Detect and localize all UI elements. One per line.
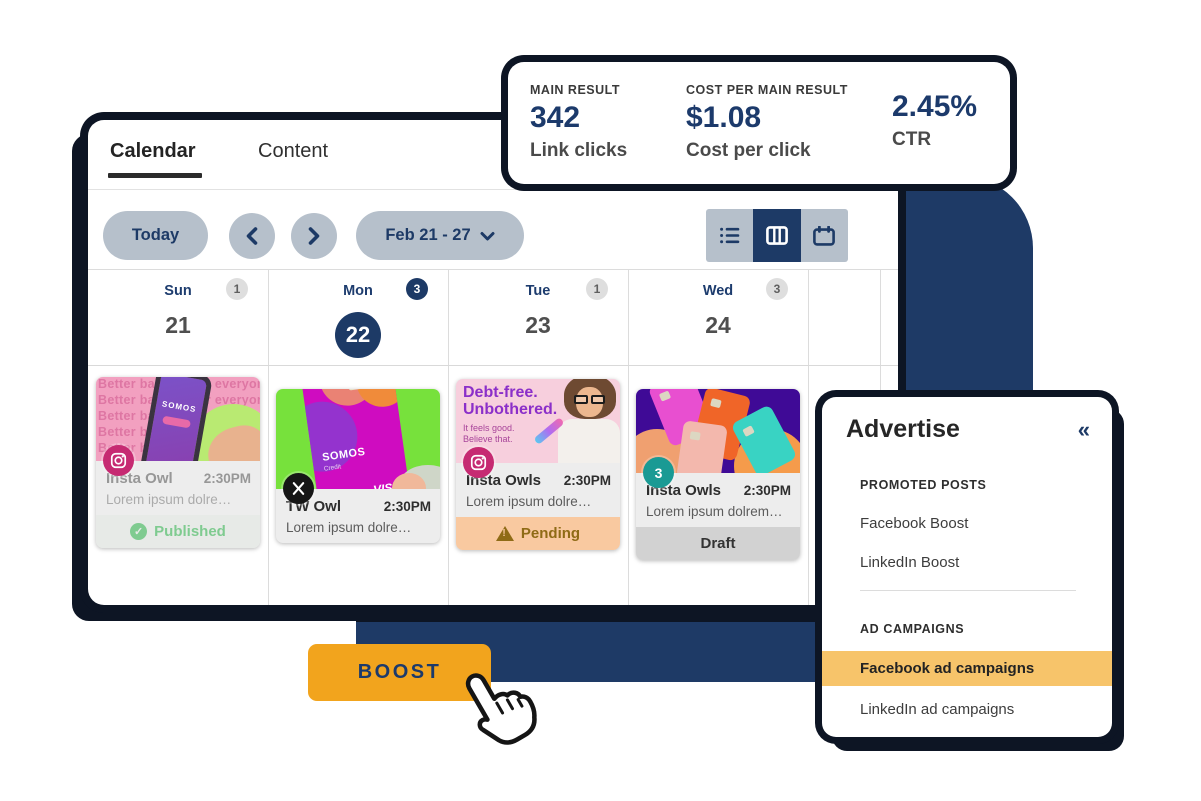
metric-label: MAIN RESULT	[530, 83, 620, 97]
metric-value: 2.45%	[892, 90, 978, 123]
post-time: 2:30PM	[743, 483, 791, 498]
x-twitter-icon	[283, 473, 314, 504]
day-header-tue[interactable]: Tue 1 23	[448, 270, 628, 365]
collapse-panel-icon[interactable]: «	[1077, 417, 1090, 442]
metric-sublabel: CTR	[892, 129, 932, 150]
section-heading-promoted-posts: PROMOTED POSTS	[860, 478, 987, 492]
metric-cost-per-result: COST PER MAIN RESULT $1.08 Cost per clic…	[686, 62, 848, 184]
post-card-published[interactable]: Better banking for everyone Better banki…	[96, 377, 260, 548]
today-button[interactable]: Today	[103, 211, 208, 260]
day-header-mon[interactable]: Mon 3 22	[268, 270, 448, 365]
post-excerpt: Lorem ipsum dolre…	[466, 494, 592, 509]
menu-item-linkedin-ad-campaigns[interactable]: LinkedIn ad campaigns	[860, 701, 1015, 718]
calendar-toolbar: Today Feb 21 - 27	[88, 190, 898, 270]
section-heading-ad-campaigns: AD CAMPAIGNS	[860, 622, 965, 636]
day-header-wed[interactable]: Wed 3 24	[628, 270, 808, 365]
column-view-button[interactable]	[753, 209, 801, 262]
day-date: 24	[705, 312, 731, 338]
day-name: Tue	[525, 283, 551, 299]
tab-calendar[interactable]: Calendar	[110, 140, 196, 162]
post-excerpt: Lorem ipsum dolrem…	[646, 504, 783, 519]
day-post-count-badge: 3	[406, 278, 428, 300]
post-time: 2:30PM	[383, 499, 431, 514]
date-range-dropdown[interactable]: Feb 21 - 27	[356, 211, 524, 260]
post-excerpt: Lorem ipsum dolre…	[106, 492, 232, 507]
advertise-panel: Advertise « PROMOTED POSTS Facebook Boos…	[822, 397, 1112, 737]
menu-item-facebook-ad-campaigns[interactable]: Facebook ad campaigns	[860, 660, 1035, 677]
post-image: Debt-free. Unbothered. It feels good. Be…	[456, 379, 620, 463]
boost-button[interactable]: BOOST	[308, 644, 491, 701]
metric-sublabel: Link clicks	[530, 140, 628, 161]
metric-sublabel: Cost per click	[686, 140, 811, 161]
day-post-count-badge: 3	[766, 278, 788, 300]
warning-icon	[495, 526, 514, 541]
day-header-sun[interactable]: Sun 1 21	[88, 270, 268, 365]
metric-main-result: MAIN RESULT 342 Link clicks	[530, 62, 627, 184]
post-image: Better banking for everyone Better banki…	[96, 377, 260, 461]
status-badge-draft: Draft	[636, 527, 800, 560]
metric-label: COST PER MAIN RESULT	[686, 83, 848, 97]
active-tab-underline	[108, 173, 202, 178]
post-image: SOMOS Credit VISA	[276, 389, 440, 489]
metric-value: 342	[530, 101, 581, 134]
hand-cursor-icon	[465, 673, 537, 745]
status-badge-published: ✓ Published	[96, 515, 260, 548]
chevron-left-icon	[246, 227, 258, 245]
post-time: 2:30PM	[563, 473, 611, 488]
previous-week-button[interactable]	[229, 213, 275, 259]
menu-item-linkedin-boost[interactable]: LinkedIn Boost	[860, 554, 960, 571]
chevron-down-icon	[480, 231, 495, 240]
post-card-scheduled[interactable]: SOMOS Credit VISA TW Owl 2:30PM Lorem ip…	[276, 389, 440, 543]
view-switcher	[706, 209, 848, 262]
metric-ctr: 2.45% CTR	[892, 62, 977, 184]
grid-line	[808, 270, 809, 605]
grid-line	[268, 270, 269, 605]
list-view-icon	[720, 227, 740, 244]
date-range-label: Feb 21 - 27	[385, 226, 471, 244]
instagram-icon	[103, 445, 134, 476]
day-date: 21	[165, 312, 191, 338]
calendar-view-button[interactable]	[801, 209, 848, 262]
divider	[860, 590, 1076, 591]
day-name: Mon	[343, 283, 373, 299]
post-excerpt: Lorem ipsum dolre…	[286, 520, 412, 535]
tab-content[interactable]: Content	[258, 140, 329, 162]
post-count-badge: 3	[643, 457, 674, 488]
list-view-button[interactable]	[706, 209, 753, 262]
grid-line	[88, 365, 898, 366]
advertise-title: Advertise	[846, 415, 960, 443]
post-card-draft[interactable]: 3 Insta Owls 2:30PM Lorem ipsum dolrem… …	[636, 389, 800, 560]
post-card-pending[interactable]: Debt-free. Unbothered. It feels good. Be…	[456, 379, 620, 550]
day-name: Sun	[164, 283, 192, 299]
instagram-icon	[463, 447, 494, 478]
active-item-highlight	[822, 651, 1112, 686]
day-post-count-badge: 1	[226, 278, 248, 300]
grid-line	[448, 270, 449, 605]
day-date: 23	[525, 312, 551, 338]
day-name: Wed	[702, 283, 734, 299]
menu-item-facebook-boost[interactable]: Facebook Boost	[860, 515, 969, 532]
next-week-button[interactable]	[291, 213, 337, 259]
tabs-row: Calendar Content	[88, 120, 898, 190]
calendar-view-icon	[813, 225, 836, 246]
metric-value: $1.08	[686, 101, 762, 134]
selected-day-date: 22	[335, 312, 381, 358]
check-icon: ✓	[130, 523, 148, 540]
ad-results-card: MAIN RESULT 342 Link clicks COST PER MAI…	[508, 62, 1010, 184]
status-badge-pending: Pending	[456, 517, 620, 550]
post-time: 2:30PM	[203, 471, 251, 486]
chevron-right-icon	[308, 227, 320, 245]
column-view-icon	[766, 226, 788, 245]
grid-line	[628, 270, 629, 605]
day-post-count-badge: 1	[586, 278, 608, 300]
